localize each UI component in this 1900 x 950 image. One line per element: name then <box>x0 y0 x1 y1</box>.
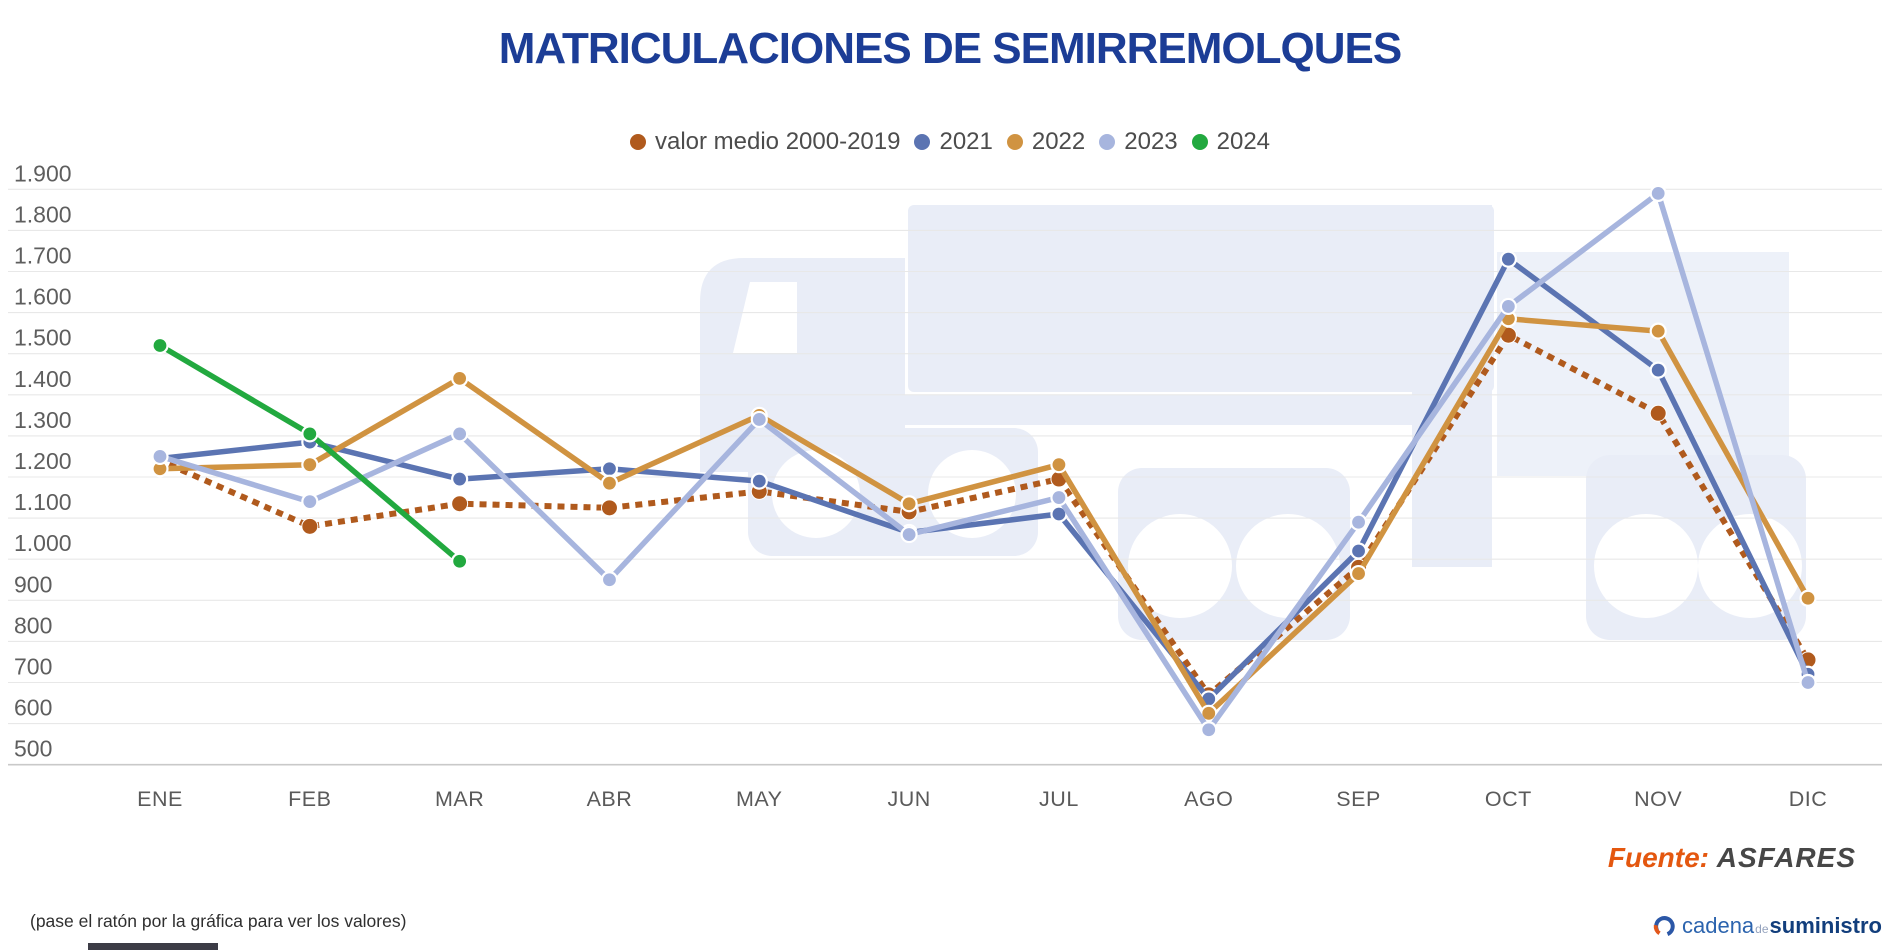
data-point[interactable] <box>600 499 618 517</box>
data-point[interactable] <box>1649 322 1667 340</box>
x-axis-month-label: DIC <box>1789 787 1828 811</box>
y-axis-tick-label: 1.400 <box>14 366 72 392</box>
y-axis-tick-label: 1.100 <box>14 489 72 515</box>
series-line[interactable] <box>159 190 1811 733</box>
x-axis-month-label: FEB <box>288 787 331 811</box>
legend-marker-icon <box>1191 134 1208 150</box>
y-axis-tick-label: 500 <box>14 736 52 762</box>
x-axis-month-label: AGO <box>1184 787 1233 811</box>
y-axis: 500 600 700 800 900 1.000 1.100 1.200 1.300 1.400… <box>8 160 1882 766</box>
legend-item-2021[interactable]: 2021 <box>914 128 993 156</box>
legend-label: 2024 <box>1216 128 1271 155</box>
data-point[interactable] <box>1499 297 1517 316</box>
source-caption: Fuente: ASFARES <box>1608 842 1856 874</box>
data-point[interactable] <box>301 456 319 474</box>
series-2022[interactable] <box>151 310 1817 722</box>
legend-label: 2023 <box>1124 128 1178 155</box>
data-point[interactable] <box>1799 673 1817 692</box>
series-2024[interactable] <box>151 336 469 570</box>
data-point[interactable] <box>451 495 469 513</box>
x-axis-month-label: MAR <box>435 787 484 811</box>
hover-hint-text: (pase el ratón por la gráfica para ver l… <box>30 911 407 931</box>
x-axis-month-label: ENE <box>137 787 183 811</box>
data-point[interactable] <box>750 472 768 490</box>
legend-marker-icon <box>914 134 931 150</box>
data-point[interactable] <box>1200 721 1218 739</box>
data-point[interactable] <box>1349 564 1368 583</box>
series-line[interactable] <box>159 256 1811 702</box>
x-axis: ENE FEB MAR ABR MAY JUN JUL AGO SEP OCT NOV DIC <box>137 787 1827 811</box>
legend-label: valor medio 2000-2019 <box>654 128 901 155</box>
bottom-edge-artifact <box>88 943 218 950</box>
legend-marker-icon <box>1099 134 1116 150</box>
data-point[interactable] <box>451 369 469 387</box>
data-point[interactable] <box>600 474 619 492</box>
data-point[interactable] <box>301 517 319 535</box>
data-point[interactable] <box>301 493 319 511</box>
y-axis-tick-label: 900 <box>14 571 52 597</box>
y-axis-tick-label: 1.700 <box>14 243 72 269</box>
legend-label: 2022 <box>1031 128 1086 155</box>
data-point[interactable] <box>1799 589 1817 607</box>
data-point[interactable] <box>451 552 469 570</box>
y-axis-tick-label: 1.300 <box>14 407 72 433</box>
chart-legend: valor medio 2000-2019 2021 2022 2023 2024 <box>0 128 1900 156</box>
y-axis-tick-label: 1.800 <box>14 201 72 227</box>
data-point[interactable] <box>1349 513 1368 531</box>
data-point[interactable] <box>900 495 918 513</box>
series-line[interactable] <box>159 316 1811 717</box>
y-axis-tick-label: 1.600 <box>14 284 72 310</box>
x-axis-month-label: OCT <box>1485 787 1532 811</box>
legend-item-2024[interactable]: 2024 <box>1191 128 1271 156</box>
legend-item-2022[interactable]: 2022 <box>1006 128 1086 156</box>
x-axis-month-label: NOV <box>1634 787 1682 811</box>
data-point[interactable] <box>1050 488 1068 507</box>
data-point[interactable] <box>1050 456 1068 474</box>
legend-item-valor-medio-2000-2019[interactable]: valor medio 2000-2019 <box>629 128 901 156</box>
y-axis-tick-label: 1.500 <box>14 325 72 351</box>
x-axis-month-label: JUL <box>1039 787 1079 811</box>
page-title: MATRICULACIONES DE SEMIRREMOLQUES <box>498 24 1402 73</box>
legend-marker-icon <box>1006 134 1023 150</box>
legend-label: 2021 <box>939 128 993 155</box>
series-2023[interactable] <box>151 184 1817 739</box>
truck-watermark <box>700 205 1806 640</box>
data-point[interactable] <box>1649 184 1667 203</box>
y-axis-tick-label: 700 <box>14 654 52 680</box>
data-point[interactable] <box>301 425 319 443</box>
x-axis-month-label: MAY <box>736 787 783 811</box>
logo-swirl-icon <box>1653 916 1675 936</box>
y-axis-tick-label: 1.900 <box>14 160 72 186</box>
x-axis-month-label: JUN <box>887 787 930 811</box>
data-point[interactable] <box>151 336 169 355</box>
y-axis-tick-label: 1.000 <box>14 530 72 556</box>
cadena-de-suministro-logo[interactable]: cadenadesuministro <box>1652 913 1882 939</box>
y-axis-tick-label: 1.200 <box>14 448 72 474</box>
source-label: Fuente: <box>1607 842 1709 873</box>
data-point[interactable] <box>1499 250 1517 268</box>
data-point[interactable] <box>451 425 469 443</box>
data-point[interactable] <box>451 470 469 488</box>
y-axis-tick-label: 800 <box>14 612 52 638</box>
data-point[interactable] <box>900 525 918 544</box>
series-line[interactable] <box>156 332 1813 698</box>
data-point[interactable] <box>1349 542 1368 560</box>
legend-item-2023[interactable]: 2023 <box>1099 128 1178 156</box>
data-point[interactable] <box>1649 361 1667 379</box>
data-point[interactable] <box>1649 404 1667 422</box>
y-axis-tick-label: 600 <box>14 695 52 721</box>
data-point[interactable] <box>600 571 619 589</box>
logo-wordmark: cadenadesuministro <box>1681 913 1882 938</box>
data-point[interactable] <box>750 410 768 429</box>
data-point[interactable] <box>600 460 619 478</box>
x-axis-month-label: ABR <box>587 787 633 811</box>
legend-marker-icon <box>629 134 646 150</box>
source-value: ASFARES <box>1716 842 1856 873</box>
data-point[interactable] <box>151 447 169 466</box>
x-axis-month-label: SEP <box>1336 787 1381 811</box>
